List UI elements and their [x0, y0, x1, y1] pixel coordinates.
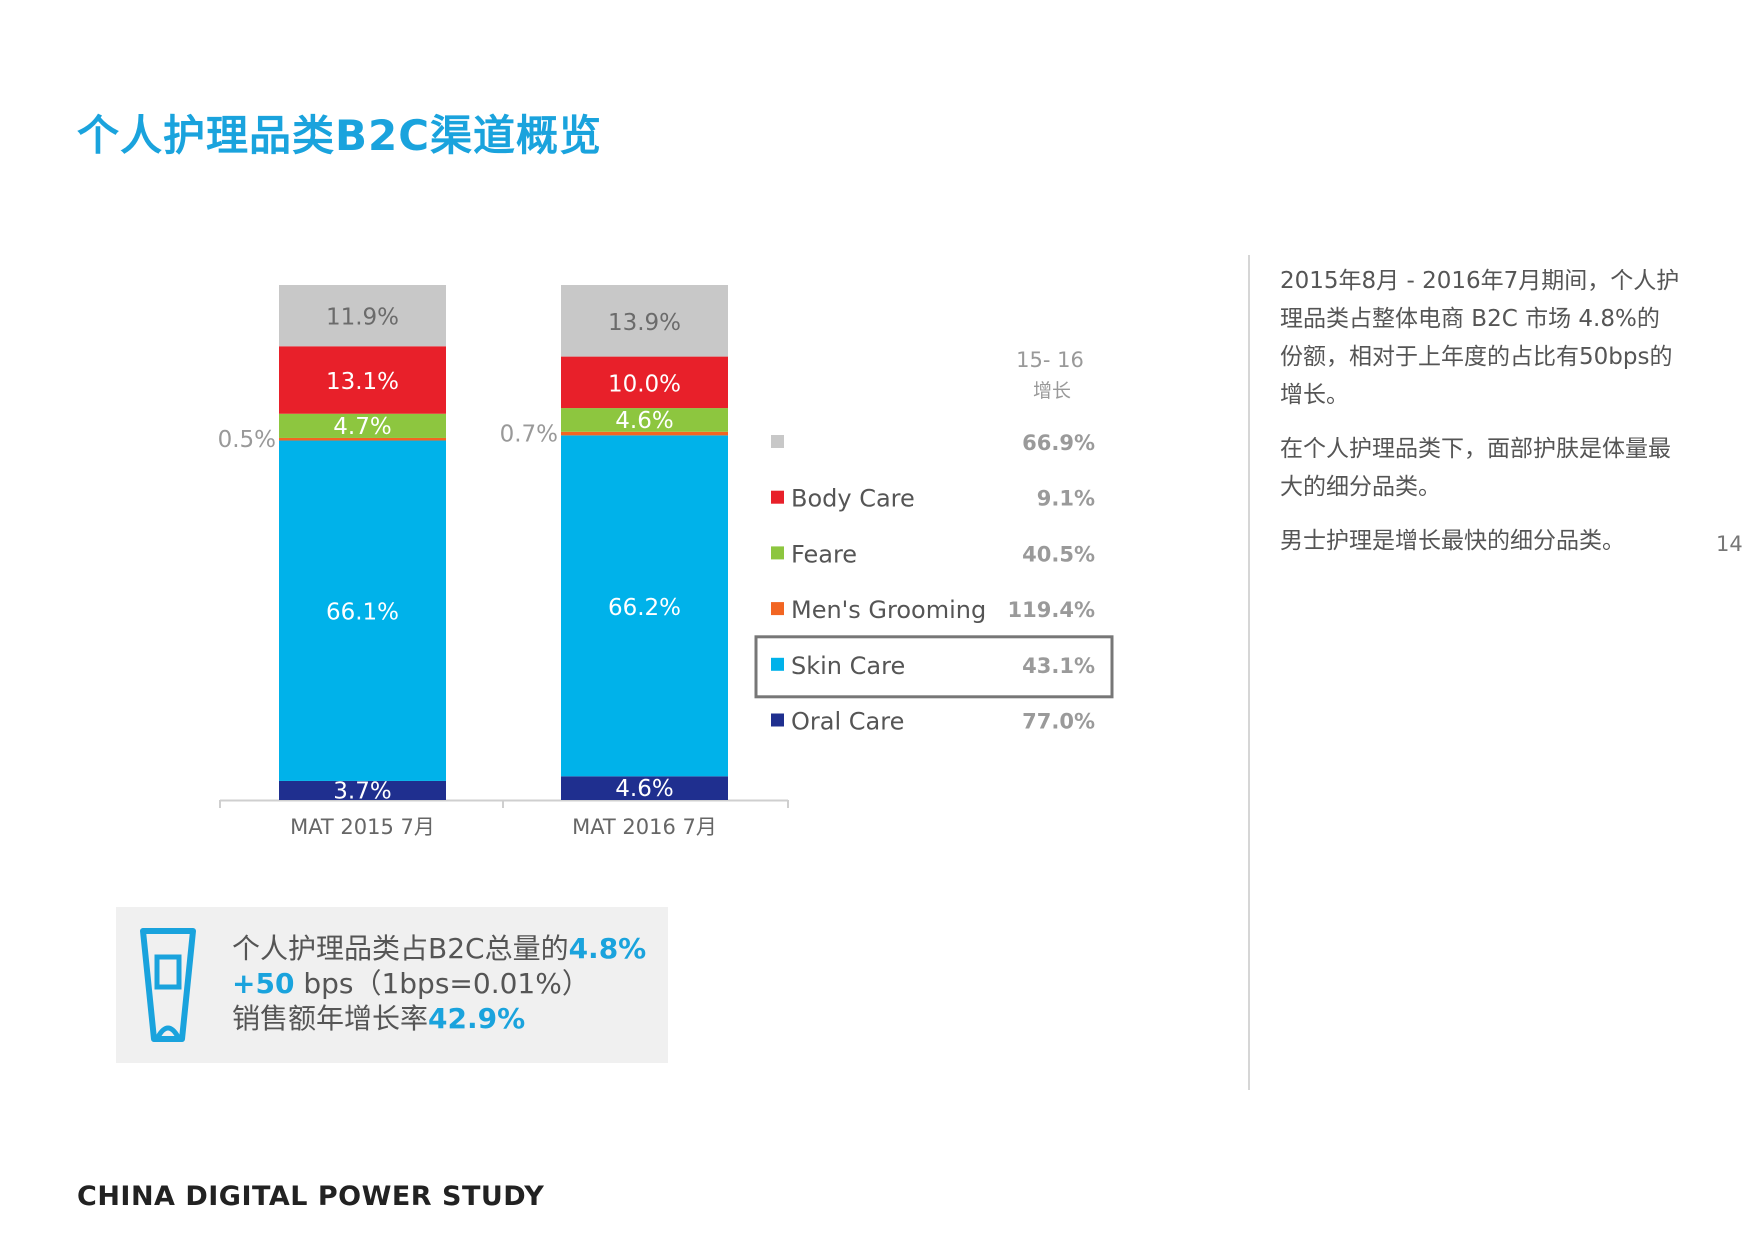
commentary: 2015年8月 - 2016年7月期间，个人护理品类占整体电商 B2C 市场 4…	[1280, 262, 1680, 576]
legend-label: Men's Grooming	[791, 596, 986, 624]
bar-segment	[279, 285, 446, 347]
bar-data-label: 3.7%	[333, 778, 391, 804]
bar-segment	[279, 780, 446, 800]
x-tick-label: MAT 2015 7月	[290, 815, 435, 839]
page-title: 个人护理品类B2C渠道概览	[77, 111, 603, 160]
bar-segment	[561, 285, 728, 357]
page-number: 14	[1716, 532, 1743, 556]
bar-segment	[561, 356, 728, 409]
growth-value: 40.5%	[1022, 542, 1095, 566]
growth-value: 9.1%	[1037, 487, 1095, 511]
bar-segment	[279, 437, 446, 441]
summary-box: 个人护理品类占B2C总量的4.8% +50 bps（1bps=0.01%） 销售…	[116, 907, 668, 1063]
lotion-tube-icon	[140, 928, 196, 1042]
bar-data-label: 11.9%	[326, 305, 399, 331]
bar-segment	[561, 776, 728, 800]
legend-label: Feare	[791, 540, 857, 568]
bar-data-label: 10.0%	[608, 371, 681, 397]
x-tick-label: MAT 2016 7月	[572, 815, 717, 839]
bar-data-label: 0.7%	[500, 422, 558, 448]
legend-swatch	[771, 490, 784, 504]
growth-value: 119.4%	[1008, 598, 1095, 622]
growth-header: 增长	[1033, 380, 1071, 402]
bar-data-label: 13.1%	[326, 369, 399, 395]
legend-swatch	[771, 657, 784, 671]
note-paragraph: 在个人护理品类下，面部护肤是体量最大的细分品类。	[1280, 436, 1671, 500]
summary-share: 个人护理品类占B2C总量的4.8%	[232, 932, 647, 965]
bar-segment	[561, 435, 728, 777]
bar-data-label: 4.6%	[615, 776, 673, 802]
summary-bps: +50 bps（1bps=0.01%）	[232, 967, 590, 1000]
bar-segment	[561, 431, 728, 436]
legend-swatch	[771, 713, 784, 727]
growth-value: 66.9%	[1022, 431, 1095, 455]
summary-growth: 销售额年增长率42.9%	[232, 1002, 526, 1035]
bar-segment	[279, 440, 446, 781]
footer-brand: CHINA DIGITAL POWER STUDY	[77, 1181, 545, 1212]
bar-segment	[279, 346, 446, 414]
legend-label: Skin Care	[791, 652, 905, 680]
bar-data-label: 66.1%	[326, 600, 399, 626]
bar-data-label: 4.7%	[333, 414, 391, 440]
note-paragraph: 2015年8月 - 2016年7月期间，个人护理品类占整体电商 B2C 市场 4…	[1280, 268, 1680, 408]
legend-highlight-box	[754, 635, 1114, 699]
legend-swatch	[771, 435, 784, 448]
legend-label: Oral Care	[791, 708, 904, 736]
bar-data-label: 13.9%	[608, 310, 681, 336]
growth-value: 43.1%	[1022, 654, 1095, 678]
bar-data-label: 0.5%	[218, 427, 276, 453]
bar-data-label: 66.2%	[608, 595, 681, 621]
bar-data-label: 4.6%	[615, 408, 673, 434]
legend-swatch	[771, 602, 784, 616]
growth-value: 77.0%	[1022, 710, 1095, 734]
bar-segment	[279, 413, 446, 438]
growth-header: 15- 16	[1016, 348, 1084, 372]
legend-label: Body Care	[791, 485, 915, 513]
bar-segment	[561, 408, 728, 432]
note-paragraph: 男士护理是增长最快的细分品类。	[1280, 528, 1625, 554]
legend-swatch	[771, 546, 784, 560]
vertical-divider	[1248, 255, 1250, 1090]
